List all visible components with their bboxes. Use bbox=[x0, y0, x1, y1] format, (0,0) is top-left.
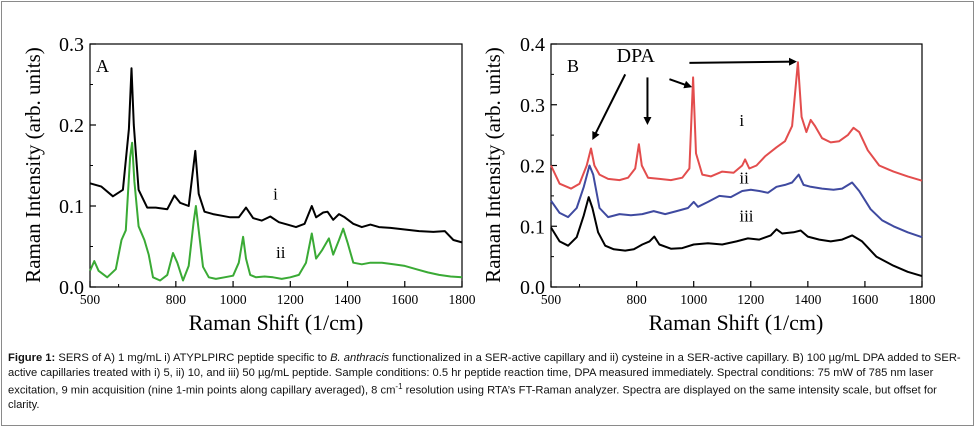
x-axis-label: Raman Shift (1/cm) bbox=[649, 310, 824, 335]
x-tick-label: 1600 bbox=[391, 292, 418, 307]
figure-caption: Figure 1: SERS of A) 1 mg/mL i) ATYPLPIR… bbox=[8, 351, 970, 413]
x-tick-label: 1800 bbox=[449, 292, 476, 307]
x-tick-label: 1800 bbox=[909, 292, 936, 307]
x-tick-label: 1200 bbox=[737, 292, 764, 307]
y-tick-label: 0.1 bbox=[59, 196, 84, 218]
series-line-i bbox=[89, 67, 463, 244]
caption-text-1: SERS of A) 1 mg/mL i) ATYPLPIRC peptide … bbox=[55, 352, 331, 364]
x-tick-label: 500 bbox=[541, 292, 562, 307]
y-tick-label: 0.2 bbox=[59, 115, 84, 137]
y-tick-label: 0.3 bbox=[59, 34, 84, 56]
x-tick-label: 1000 bbox=[220, 292, 247, 307]
y-tick-label: 0.4 bbox=[520, 34, 545, 56]
series-label-i: i bbox=[273, 185, 278, 204]
dpa-arrow bbox=[669, 78, 693, 89]
plot-area-border bbox=[550, 43, 923, 288]
y-tick-label: 0.1 bbox=[520, 216, 545, 238]
dpa-arrow bbox=[689, 57, 798, 66]
caption-text-2: functionalized in a SER-active capillary… bbox=[8, 352, 961, 397]
x-tick-label: 1600 bbox=[851, 292, 878, 307]
x-axis-label: Raman Shift (1/cm) bbox=[189, 310, 364, 335]
y-axis-label: Raman Intensity (arb. units) bbox=[481, 47, 505, 283]
dpa-arrow bbox=[592, 73, 627, 140]
y-tick-label: 0.0 bbox=[59, 277, 84, 299]
caption-superscript: -1 bbox=[395, 382, 403, 391]
x-tick-label: 800 bbox=[166, 292, 187, 307]
panel-label: B bbox=[567, 56, 579, 76]
series-line-iii bbox=[550, 196, 923, 278]
series-label-i: i bbox=[739, 111, 744, 130]
y-tick-label: 0.0 bbox=[520, 277, 545, 299]
panel-label: A bbox=[96, 56, 109, 76]
chart-panel-b: 0.0 0.1 0.2 0.3 0.4 500 800 1000 1200 1400 1600 180… bbox=[481, 34, 936, 335]
caption-italic-species: B. anthracis bbox=[330, 352, 390, 364]
series-label-ii: ii bbox=[739, 169, 749, 188]
series-label-ii: ii bbox=[276, 243, 286, 262]
y-axis-label: Raman Intensity (arb. units) bbox=[21, 47, 45, 283]
dpa-annotation-label: DPA bbox=[617, 45, 656, 67]
x-tick-label: 1400 bbox=[334, 292, 361, 307]
series-line-i bbox=[550, 61, 923, 190]
y-tick-label: 0.3 bbox=[520, 95, 545, 117]
x-tick-label: 1400 bbox=[794, 292, 821, 307]
y-tick-label: 0.2 bbox=[520, 156, 545, 178]
x-tick-label: 1000 bbox=[680, 292, 707, 307]
caption-text-3: resolution using RTA’s FT-Raman analyzer… bbox=[8, 384, 937, 412]
series-label-iii: iii bbox=[739, 206, 753, 225]
x-tick-label: 800 bbox=[626, 292, 647, 307]
caption-figure-label: Figure 1: bbox=[8, 352, 56, 364]
series-line-ii bbox=[550, 164, 923, 239]
x-tick-label: 1200 bbox=[277, 292, 304, 307]
series-line-ii bbox=[89, 141, 463, 282]
x-tick-label: 500 bbox=[80, 292, 101, 307]
